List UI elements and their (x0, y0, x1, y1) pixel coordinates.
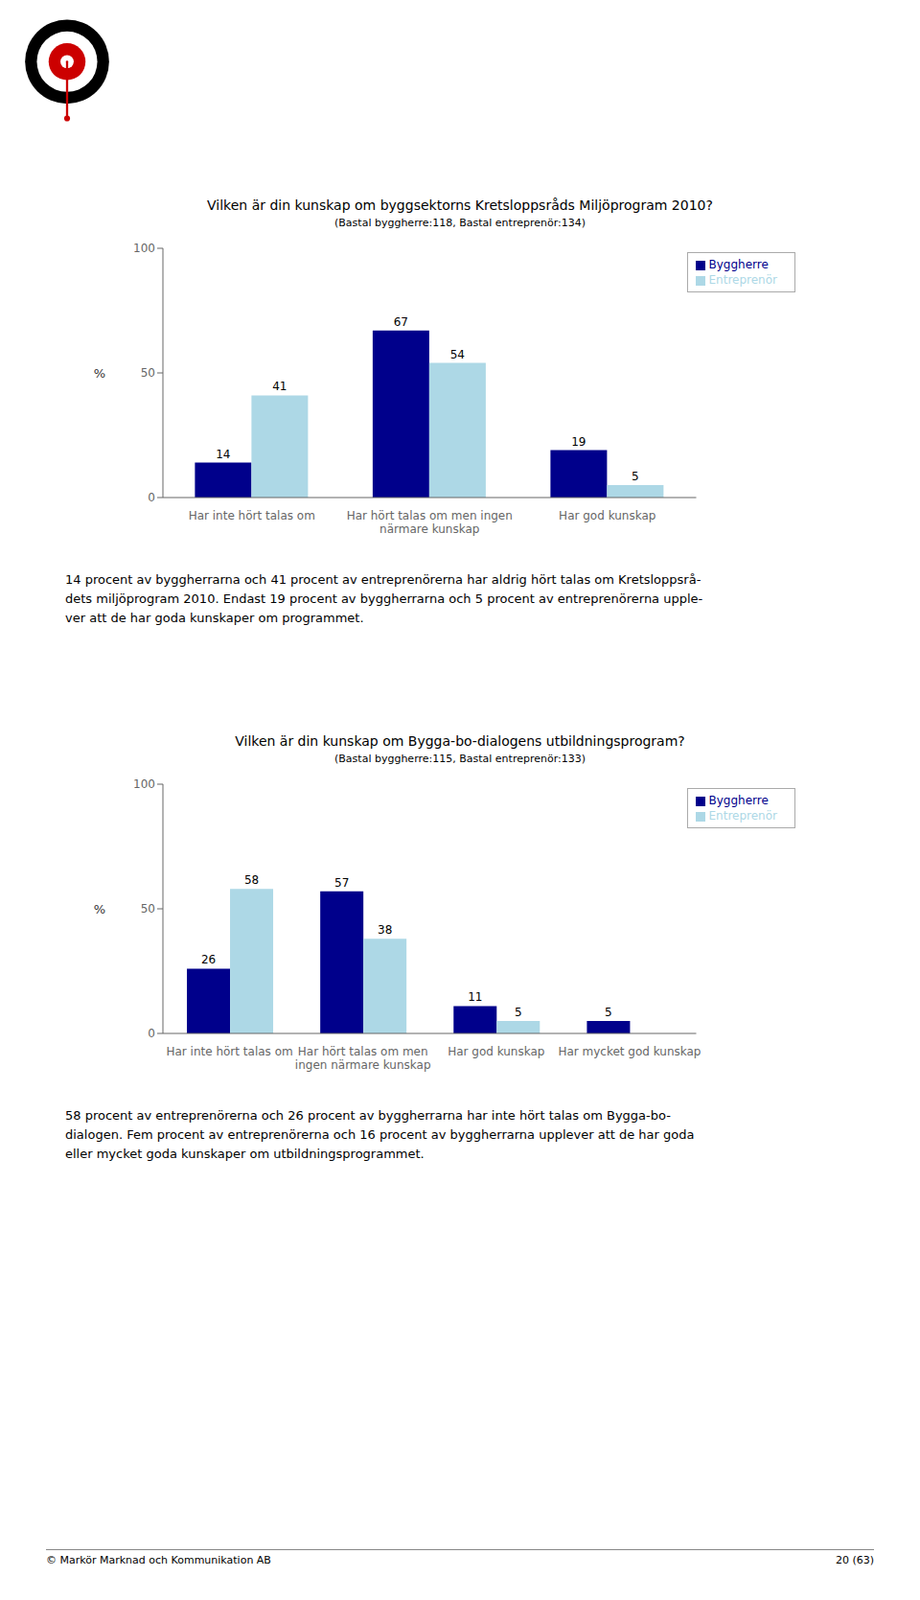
svg-text:38: 38 (377, 922, 392, 937)
svg-text:58: 58 (244, 873, 259, 887)
html-text:(Bastal byggherre:115, Bastal: (Bastal byggherre:115, Bastal entreprenö… (334, 752, 586, 765)
svg-text:11: 11 (467, 989, 483, 1004)
svg-text:%: % (93, 901, 106, 917)
html-text:ver att de har goda kunskaper: ver att de har goda kunskaper om program… (65, 610, 364, 625)
svg-text:54: 54 (450, 347, 465, 362)
svg-text:26: 26 (201, 952, 216, 966)
svg-text:100: 100 (133, 777, 156, 791)
svg-text:%: % (93, 366, 106, 381)
html-text:(Bastal byggherre:118, Bastal: (Bastal byggherre:118, Bastal entreprenö… (334, 216, 586, 230)
svg-text:100: 100 (133, 241, 156, 255)
svg-text:50: 50 (140, 901, 156, 916)
svg-text:5: 5 (514, 1005, 523, 1019)
svg-text:19: 19 (571, 435, 586, 449)
html-text:eller mycket goda kunskaper om: eller mycket goda kunskaper om utbildnin… (65, 1146, 425, 1161)
svg-text:50: 50 (140, 366, 156, 380)
svg-text:5: 5 (604, 1005, 613, 1019)
svg-text:57: 57 (334, 875, 349, 890)
html-text:dets miljöprogram 2010. Endast: dets miljöprogram 2010. Endast 19 procen… (65, 591, 703, 606)
svg-text:41: 41 (272, 379, 287, 393)
html-text:Byggherre: Byggherre (708, 793, 769, 807)
svg-text:Har mycket god kunskap: Har mycket god kunskap (557, 1044, 701, 1058)
svg-text:Har hört talas om meningen när: Har hört talas om meningen närmare kunsk… (295, 1044, 432, 1072)
html-text:© Markör Marknad och Kommunika: © Markör Marknad och Kommunikation AB (46, 1553, 272, 1566)
svg-text:Har inte hört talas om: Har inte hört talas om (188, 508, 316, 523)
svg-text:67: 67 (393, 315, 409, 329)
svg-text:Har god kunskap: Har god kunskap (447, 1044, 545, 1058)
html-text:Vilken är din kunskap om byggs: Vilken är din kunskap om byggsektorns Kr… (207, 197, 713, 213)
svg-text:5: 5 (631, 469, 640, 483)
html-text:Entreprenör: Entreprenör (708, 808, 778, 823)
html-text:Vilken är din kunskap om Bygga: Vilken är din kunskap om Bygga-bo-dialog… (234, 733, 686, 749)
svg-text:Har hört talas om men ingennär: Har hört talas om men ingennärmare kunsk… (346, 508, 513, 536)
svg-text:0: 0 (147, 490, 156, 505)
svg-text:Har god kunskap: Har god kunskap (558, 508, 656, 523)
svg-text:14: 14 (215, 447, 230, 461)
html-text:14 procent av byggherrarna och: 14 procent av byggherrarna och 41 procen… (65, 572, 701, 587)
html-text:dialogen. Fem procent av entre: dialogen. Fem procent av entreprenörerna… (65, 1127, 695, 1142)
svg-text:0: 0 (147, 1026, 156, 1040)
html-text:Entreprenör: Entreprenör (708, 273, 778, 287)
html-text:58 procent av entreprenörerna: 58 procent av entreprenörerna och 26 pro… (65, 1107, 671, 1123)
html-text:20 (63): 20 (63) (835, 1553, 874, 1566)
html-text:Byggherre: Byggherre (708, 257, 769, 272)
svg-text:Har inte hört talas om: Har inte hört talas om (165, 1044, 293, 1058)
